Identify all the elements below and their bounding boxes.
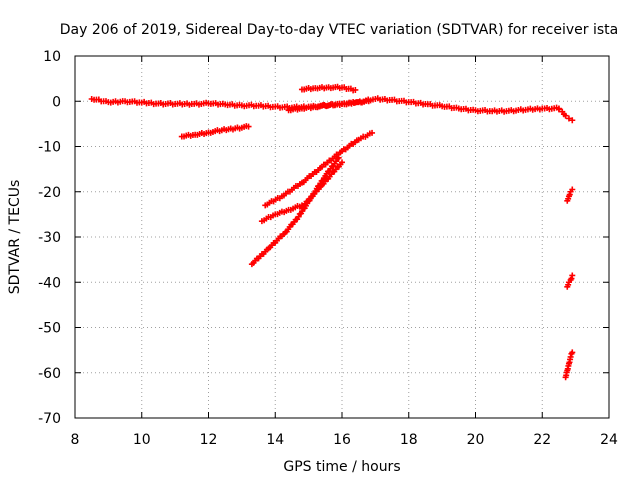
series-track-2 [555,106,576,124]
series-track-3 [178,123,252,140]
y-tick-label: -60 [38,366,61,382]
y-tick-label: -20 [38,185,61,201]
x-tick-label: 8 [71,432,80,448]
y-tick-label: -70 [38,411,61,427]
x-tick-label: 18 [400,432,418,448]
data-point [369,129,376,136]
data-point [569,272,576,279]
x-tick-label: 12 [200,432,218,448]
series-track-7 [258,202,305,225]
y-tick-label: -30 [38,230,61,246]
data-point [352,86,359,93]
series-track-10 [564,186,576,204]
data-point [569,117,576,124]
series-track-8 [248,154,342,268]
series-track-4 [298,83,359,94]
x-tick-label: 10 [133,432,151,448]
data-point [569,186,576,193]
x-tick-label: 14 [266,432,284,448]
data-points [88,83,576,381]
series-track-6 [262,129,376,209]
y-tick-label: 0 [52,94,61,110]
x-tick-label: 24 [600,432,618,448]
x-tick-label: 16 [333,432,351,448]
y-tick-labels: 10 0 -10 -20 -30 -40 -50 -60 -70 [38,49,61,427]
series-track-5 [285,97,372,114]
series-track-12 [562,349,576,381]
data-point [565,115,572,122]
data-point [555,106,562,113]
data-point [566,191,573,198]
plot-frame [74,55,610,419]
data-point [245,123,252,130]
data-point [365,98,372,105]
series-track-11 [564,272,576,290]
x-tick-labels: 8 10 12 14 16 18 20 22 24 [71,432,618,448]
data-point [567,353,574,360]
data-point [339,159,345,166]
y-tick-label: -50 [38,321,61,337]
x-tick-label: 22 [533,432,551,448]
data-point [335,154,342,161]
y-axis-label: SDTVAR / TECUs [7,180,23,295]
data-point [568,275,575,282]
data-point [569,349,576,356]
data-point [562,112,569,119]
y-tick-label: -40 [38,275,61,291]
x-tick-label: 20 [467,432,485,448]
chart-title: Day 206 of 2019, Sidereal Day-to-day VTE… [60,22,618,38]
y-tick-label: -10 [38,140,61,156]
grid [74,55,610,419]
x-axis-label: GPS time / hours [283,459,400,475]
y-tick-label: 10 [43,49,61,65]
series-track-9 [298,159,345,211]
